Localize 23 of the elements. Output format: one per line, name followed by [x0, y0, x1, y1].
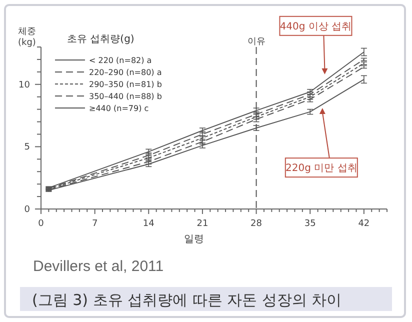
x-tick-label: 7 — [92, 219, 98, 229]
text: (그림 3) 초유 섭취량에 따른 자돈 성장의 차이 — [32, 291, 342, 309]
annotation: 440g 이상 섭취 — [280, 21, 352, 32]
y-tick-label: 5 — [24, 142, 30, 153]
x-axis-title: 일령 — [184, 234, 204, 245]
x-tick-label: 14 — [142, 219, 155, 229]
legend-label: 290–350 (n=81) b — [89, 80, 162, 89]
x-tick-label: 0 — [38, 219, 44, 229]
y-tick-label: 0 — [24, 205, 30, 215]
text: Devillers et al, 2011 — [33, 258, 164, 275]
x-tick-label: 35 — [304, 219, 316, 229]
x-tick-label: 21 — [196, 219, 208, 229]
legend-label: 350–440 (n=88) b — [89, 92, 162, 101]
ref-line-label: 이유 — [247, 37, 266, 47]
y-tick-label: 10 — [18, 80, 30, 90]
x-tick-label: 28 — [250, 219, 262, 229]
legend-label: 220–290 (n=80) a — [89, 68, 162, 77]
y-axis-title: 체중 (kg) — [18, 27, 36, 48]
legend-label: ≥440 (n=79) c — [89, 104, 149, 113]
legend-title: 초유 섭취량(g) — [67, 34, 134, 45]
legend-label: < 220 (n=82) a — [89, 56, 152, 65]
x-tick-label: 42 — [358, 219, 370, 229]
annotation: 220g 미만 섭취 — [286, 163, 358, 174]
